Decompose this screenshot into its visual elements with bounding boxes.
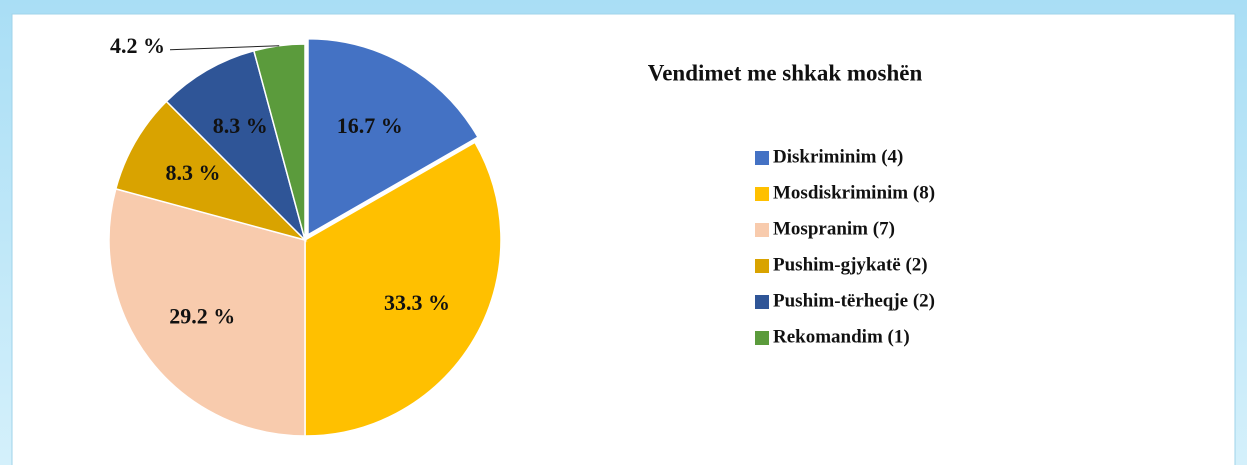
legend-label: Rekomandim (1): [773, 326, 910, 347]
pie-slice: [304, 141, 502, 437]
legend-label: Mospranim (7): [773, 218, 895, 239]
data-label: 29.2 %: [169, 304, 235, 329]
legend-swatch: [755, 295, 769, 309]
data-label: 33.3 %: [384, 290, 450, 315]
legend-swatch: [755, 151, 769, 165]
pie-slice: [114, 100, 308, 242]
legend-swatch: [755, 223, 769, 237]
data-label: 4.2 %: [110, 33, 165, 58]
data-label: 8.3 %: [166, 160, 221, 185]
legend-swatch: [755, 187, 769, 201]
legend-label: Pushim-tërheqje (2): [773, 290, 935, 311]
data-label: 16.7 %: [337, 113, 403, 138]
legend-swatch: [755, 331, 769, 345]
chart-title: Vendimet me shkak moshën: [648, 60, 923, 85]
data-label: 8.3 %: [213, 113, 268, 138]
pie-slice: [108, 187, 306, 437]
leader-line: [169, 45, 280, 51]
pie-slice: [252, 43, 306, 241]
pie-slice: [307, 38, 479, 237]
legend-swatch: [755, 259, 769, 273]
pie-slice: [165, 49, 307, 243]
legend-label: Diskriminim (4): [773, 146, 903, 167]
legend-label: Mosdiskriminim (8): [773, 182, 935, 203]
legend-label: Pushim-gjykatë (2): [773, 254, 928, 275]
